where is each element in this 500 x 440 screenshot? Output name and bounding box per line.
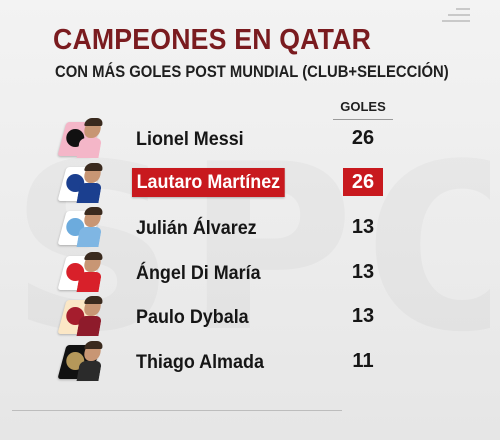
- page-subtitle: CON MÁS GOLES POST MUNDIAL (CLUB+SELECCI…: [55, 63, 449, 81]
- page-title: CAMPEONES EN QATAR: [53, 24, 372, 56]
- player-goals: 13: [351, 260, 375, 283]
- table-row: Julián Álvarez 13: [0, 207, 500, 253]
- table-row: Ángel Di María 13: [0, 251, 500, 298]
- table-row: Lionel Messi 26: [0, 118, 500, 164]
- player-goals: 11: [352, 350, 374, 372]
- table-row: Lautaro Martínez 26: [0, 162, 500, 209]
- player-goals: 13: [351, 216, 375, 239]
- table-row: Thiago Almada 11: [0, 341, 500, 387]
- player-name: Thiago Almada: [136, 351, 264, 373]
- goals-column-header: GOLES: [340, 99, 386, 114]
- table-row: Paulo Dybala 13: [0, 296, 500, 342]
- player-name: Julián Álvarez: [136, 217, 257, 240]
- player-goals: 26: [343, 167, 383, 196]
- player-name: Paulo Dybala: [136, 306, 249, 329]
- menu-icon[interactable]: [442, 8, 470, 22]
- player-name: Lionel Messi: [136, 128, 244, 150]
- player-name: Lautaro Martínez: [132, 167, 285, 197]
- bottom-divider: [12, 410, 342, 411]
- player-goals: 13: [351, 305, 375, 328]
- header-divider: [333, 119, 393, 120]
- player-name: Ángel Di María: [136, 261, 261, 284]
- player-goals: 26: [351, 127, 375, 149]
